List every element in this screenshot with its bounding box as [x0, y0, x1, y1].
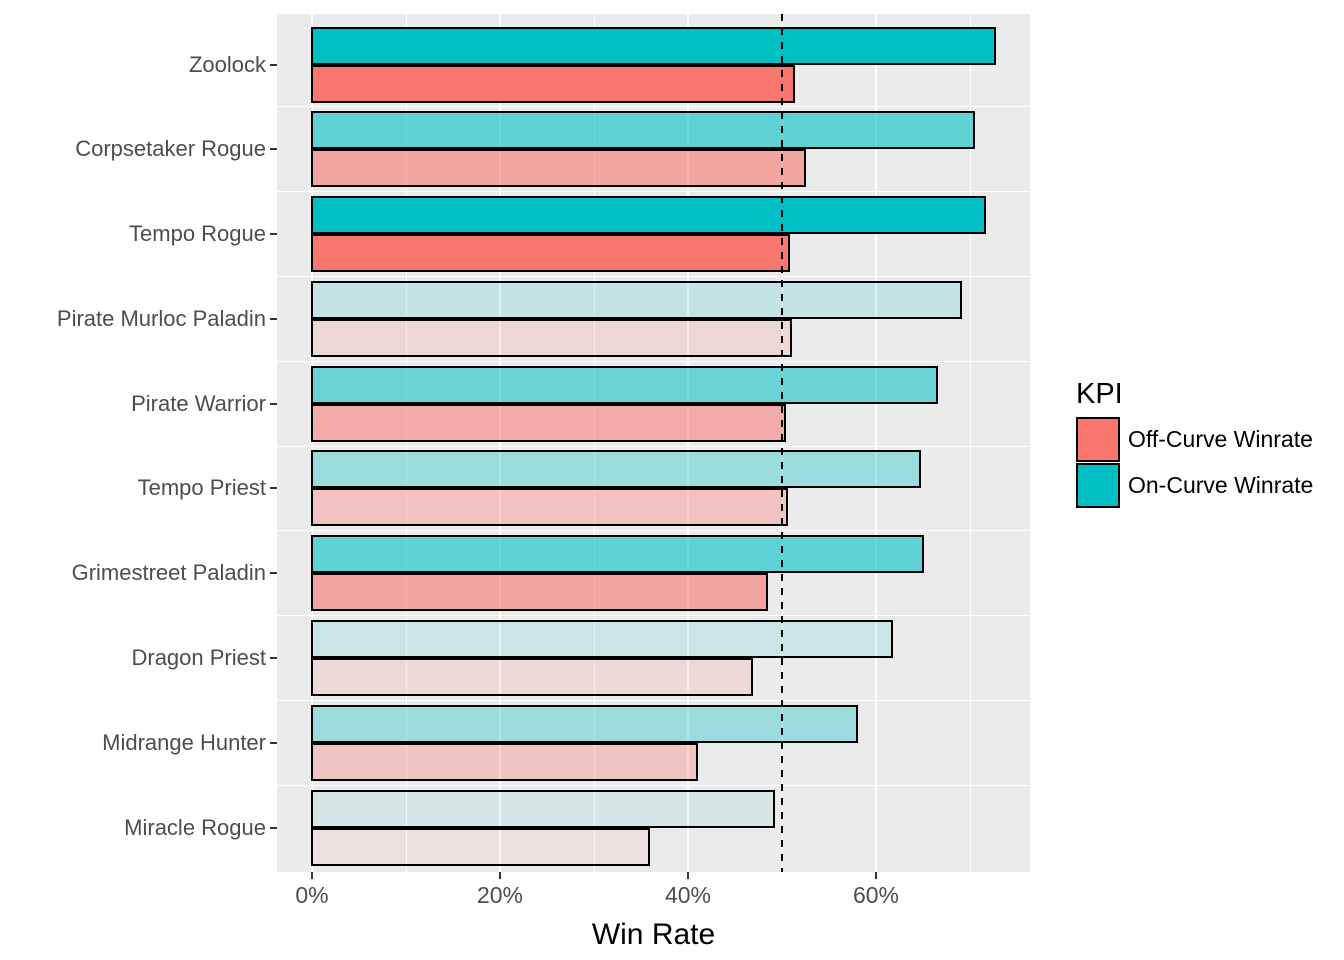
y-axis-label-pirate-warrior: Pirate Warrior — [131, 390, 266, 416]
y-tick — [270, 63, 277, 66]
y-tick — [270, 826, 277, 829]
y-tick — [270, 402, 277, 405]
bar-off-curve-winrate-pirate-warrior — [311, 403, 786, 442]
y-tick — [270, 656, 277, 659]
y-tick — [270, 317, 277, 320]
gridline-minor-horizontal — [277, 445, 1030, 447]
bar-on-curve-winrate-dragon-priest — [311, 619, 893, 658]
y-axis-label-corpsetaker-rogue: Corpsetaker Rogue — [75, 136, 266, 162]
bar-on-curve-winrate-pirate-warrior — [311, 365, 939, 404]
bar-on-curve-winrate-corpsetaker-rogue — [311, 111, 975, 150]
bar-off-curve-winrate-tempo-rogue — [311, 234, 790, 273]
bar-on-curve-winrate-midrange-hunter — [311, 704, 859, 743]
gridline-minor-vertical — [405, 14, 407, 872]
y-axis-label-miracle-rogue: Miracle Rogue — [124, 814, 266, 840]
bar-on-curve-winrate-tempo-priest — [311, 450, 922, 489]
legend-title: KPI — [1076, 378, 1123, 410]
bar-off-curve-winrate-dragon-priest — [311, 657, 753, 696]
y-tick — [270, 572, 277, 575]
y-axis-label-pirate-murloc-paladin: Pirate Murloc Paladin — [56, 305, 266, 331]
legend-key-off-curve-winrate — [1076, 417, 1120, 462]
legend-key-on-curve-winrate — [1076, 463, 1120, 508]
x-tick-label: 60% — [852, 882, 900, 908]
bar-off-curve-winrate-pirate-murloc-paladin — [311, 318, 793, 357]
x-tick — [875, 872, 877, 879]
gridline-major-vertical — [499, 14, 501, 872]
legend-label-off-curve-winrate: Off-Curve Winrate — [1128, 426, 1313, 452]
gridline-major-vertical — [875, 14, 877, 872]
bar-off-curve-winrate-corpsetaker-rogue — [311, 149, 806, 188]
y-tick — [270, 487, 277, 490]
bar-on-curve-winrate-zoolock — [311, 26, 997, 65]
y-tick — [270, 233, 277, 236]
gridline-major-vertical — [687, 14, 689, 872]
legend-label-on-curve-winrate: On-Curve Winrate — [1128, 472, 1314, 498]
gridline-minor-horizontal — [277, 106, 1030, 108]
x-tick — [499, 872, 501, 879]
x-axis-title: Win Rate — [591, 918, 716, 951]
bar-off-curve-winrate-grimestreet-paladin — [311, 573, 768, 612]
x-tick — [687, 872, 689, 879]
bar-off-curve-winrate-midrange-hunter — [311, 742, 699, 781]
bar-off-curve-winrate-miracle-rogue — [311, 827, 651, 866]
y-axis-label-tempo-rogue: Tempo Rogue — [129, 221, 266, 247]
gridline-minor-horizontal — [277, 615, 1030, 617]
y-axis-label-midrange-hunter: Midrange Hunter — [102, 729, 266, 755]
gridline-minor-horizontal — [277, 699, 1030, 701]
x-tick — [311, 872, 313, 879]
reference-line-50-percent — [781, 14, 783, 872]
x-tick-label: 40% — [664, 882, 712, 908]
gridline-minor-horizontal — [277, 360, 1030, 362]
bar-off-curve-winrate-tempo-priest — [311, 488, 788, 527]
y-axis-label-zoolock: Zoolock — [188, 51, 266, 77]
y-tick — [270, 741, 277, 744]
bar-on-curve-winrate-grimestreet-paladin — [311, 535, 924, 574]
chart-panel — [277, 14, 1030, 872]
gridline-minor-vertical — [593, 14, 595, 872]
gridline-minor-horizontal — [277, 191, 1030, 193]
bar-on-curve-winrate-miracle-rogue — [311, 789, 775, 828]
x-tick-label: 0% — [295, 882, 329, 908]
y-axis-label-grimestreet-paladin: Grimestreet Paladin — [71, 560, 266, 586]
y-tick — [270, 148, 277, 151]
gridline-major-vertical — [311, 14, 313, 872]
bar-off-curve-winrate-zoolock — [311, 64, 796, 103]
gridline-minor-vertical — [969, 14, 971, 872]
gridline-minor-horizontal — [277, 784, 1030, 786]
bar-on-curve-winrate-pirate-murloc-paladin — [311, 280, 962, 319]
gridline-minor-horizontal — [277, 275, 1030, 277]
bar-on-curve-winrate-tempo-rogue — [311, 196, 987, 235]
x-tick-label: 20% — [476, 882, 524, 908]
y-axis-label-tempo-priest: Tempo Priest — [137, 475, 266, 501]
y-axis-label-dragon-priest: Dragon Priest — [131, 644, 266, 670]
gridline-minor-horizontal — [277, 530, 1030, 532]
